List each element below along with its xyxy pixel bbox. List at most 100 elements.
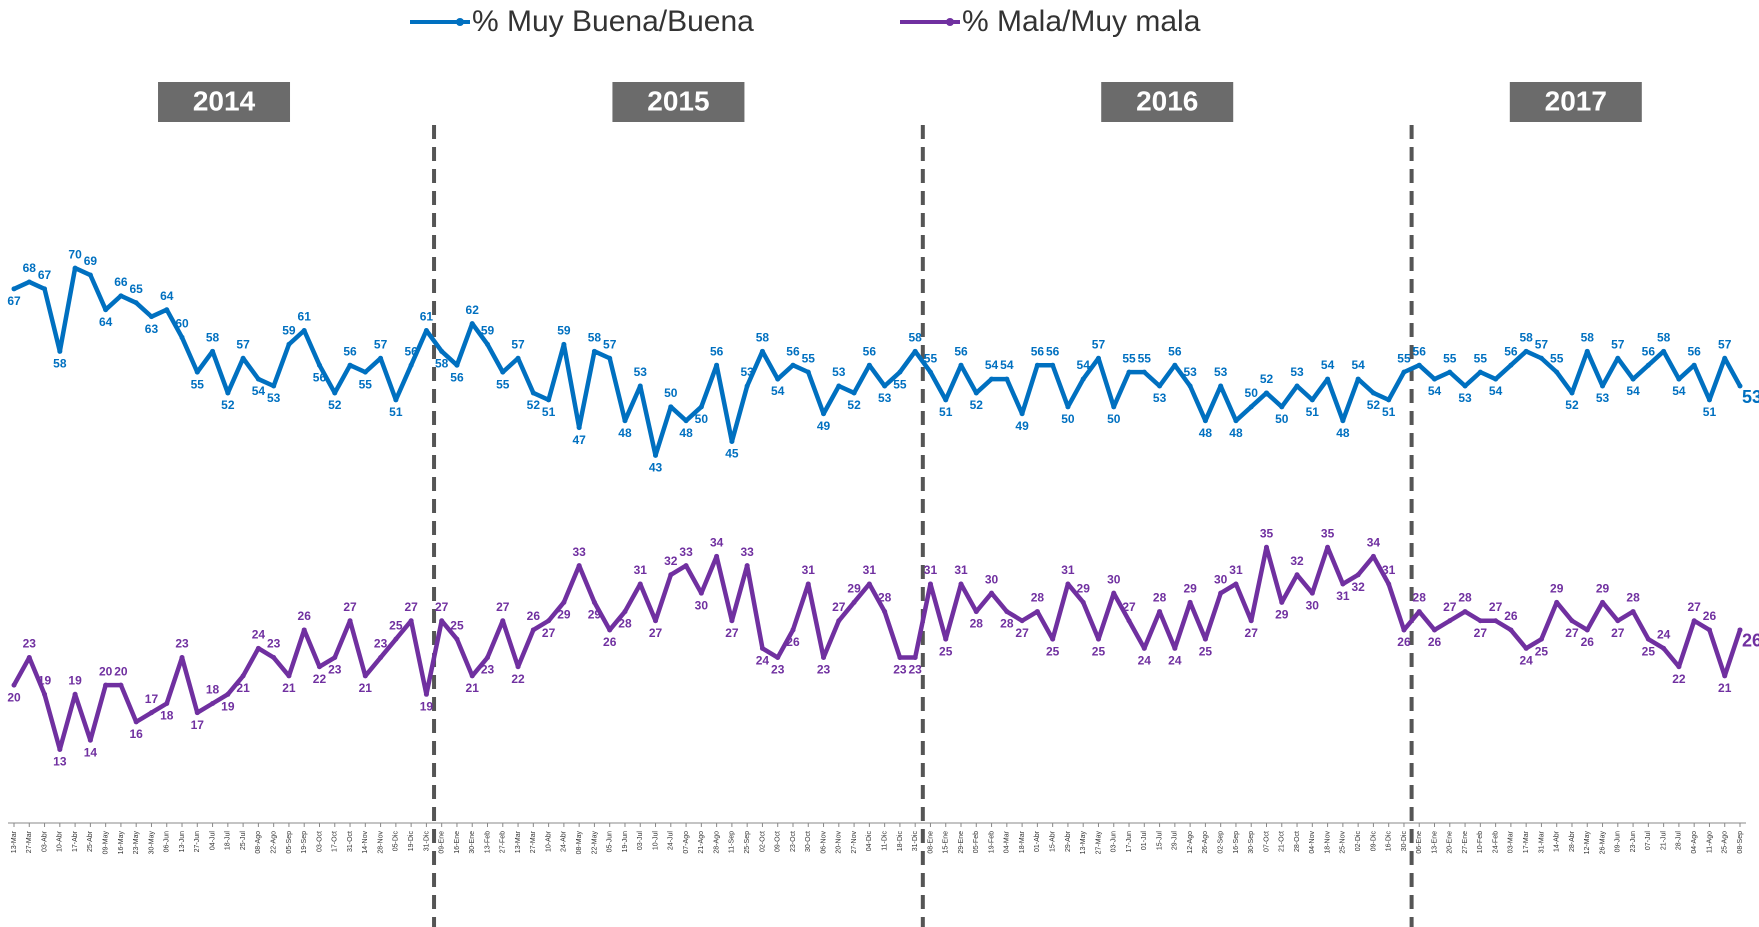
data-label: 52	[847, 398, 861, 412]
point	[546, 618, 552, 624]
x-tick-label: 18-Nov	[1324, 831, 1331, 854]
data-label: 27	[1474, 626, 1488, 640]
data-label: 31	[1229, 563, 1243, 577]
x-tick-label: 13-Mar	[11, 830, 18, 853]
x-tick-label: 10-Abr	[57, 830, 64, 852]
point	[1722, 355, 1728, 361]
data-label: 27	[435, 600, 449, 614]
data-label: 30	[1214, 572, 1228, 586]
data-label: 14	[84, 745, 98, 759]
x-tick-label: 01-Jul	[1141, 831, 1148, 851]
x-tick-label: 09-Ene	[439, 831, 446, 854]
point	[1386, 397, 1392, 403]
x-tick-label: 19-Jun	[622, 831, 629, 853]
point	[103, 307, 109, 313]
data-label: 26	[1581, 635, 1595, 649]
data-label: 54	[1489, 384, 1503, 398]
point	[42, 286, 48, 292]
data-label: 19	[38, 673, 52, 687]
x-tick-label: 02-Sep	[1218, 831, 1225, 854]
point	[454, 362, 460, 368]
data-label: 27	[1245, 626, 1259, 640]
point	[1630, 376, 1636, 382]
point	[775, 376, 781, 382]
data-label: 29	[1550, 582, 1564, 596]
point	[989, 376, 995, 382]
point	[607, 355, 613, 361]
point	[805, 369, 811, 375]
point	[515, 355, 521, 361]
x-tick-label: 20-Nov	[836, 831, 843, 854]
x-tick-label: 27-Mar	[26, 830, 33, 853]
point	[821, 411, 827, 417]
x-tick-label: 14-Abr	[1554, 830, 1561, 852]
point	[836, 383, 842, 389]
x-tick-label: 28-Nov	[377, 831, 384, 854]
point	[821, 655, 827, 661]
point	[500, 369, 506, 375]
x-tick-label: 21-Jul	[1660, 831, 1667, 851]
data-label: 58	[756, 330, 770, 344]
x-tick-label: 10-Abr	[545, 830, 552, 852]
point	[271, 383, 277, 389]
x-tick-label: 13-Mar	[515, 830, 522, 853]
data-label: 26	[603, 635, 617, 649]
data-label: 49	[1015, 419, 1029, 433]
data-label: 53	[634, 365, 648, 379]
point	[1569, 390, 1575, 396]
point	[683, 418, 689, 424]
data-label: 64	[99, 315, 113, 329]
point	[744, 383, 750, 389]
x-tick-label: 17-Jun	[1126, 831, 1133, 853]
data-label: 52	[1260, 372, 1274, 386]
data-label: 27	[343, 600, 357, 614]
x-tick-label: 25-Ago	[1722, 831, 1729, 854]
point	[591, 599, 597, 605]
data-label: 57	[1611, 337, 1625, 351]
point	[1462, 383, 1468, 389]
point	[1202, 636, 1208, 642]
point	[11, 682, 17, 688]
data-label: 48	[618, 426, 632, 440]
point	[943, 397, 949, 403]
point	[347, 362, 353, 368]
data-label: 60	[175, 317, 189, 331]
point	[1523, 645, 1529, 651]
data-label: 28	[1626, 591, 1640, 605]
point	[133, 300, 139, 306]
data-label: 26	[1742, 631, 1759, 651]
data-label: 55	[1397, 351, 1411, 365]
data-label: 21	[282, 681, 296, 695]
point	[744, 563, 750, 569]
data-label: 53	[267, 391, 281, 405]
data-label: 29	[588, 608, 602, 622]
point	[1615, 618, 1621, 624]
point	[1248, 404, 1254, 410]
point	[1004, 609, 1010, 615]
year-label: 2015	[647, 85, 709, 116]
x-tick-label: 28-Oct	[1294, 831, 1301, 852]
data-label: 56	[1046, 344, 1060, 358]
point	[454, 636, 460, 642]
point	[500, 618, 506, 624]
data-label: 48	[1229, 426, 1243, 440]
point	[1386, 581, 1392, 587]
data-label: 54	[1077, 358, 1091, 372]
x-tick-label: 30-Dic	[1401, 831, 1408, 852]
data-label: 30	[985, 572, 999, 586]
point	[1691, 618, 1697, 624]
point	[683, 563, 689, 569]
point	[1080, 376, 1086, 382]
point	[759, 348, 765, 354]
data-label: 22	[511, 672, 525, 686]
x-tick-label: 01-Abr	[1034, 830, 1041, 852]
data-label: 25	[1199, 644, 1213, 658]
x-tick-label: 12-May	[1584, 831, 1591, 855]
data-label: 49	[817, 419, 831, 433]
point	[882, 609, 888, 615]
x-tick-label: 31-Mar	[1538, 830, 1545, 853]
point	[1508, 627, 1514, 633]
x-tick-label: 12-Ago	[1187, 831, 1194, 854]
data-label: 56	[343, 344, 357, 358]
